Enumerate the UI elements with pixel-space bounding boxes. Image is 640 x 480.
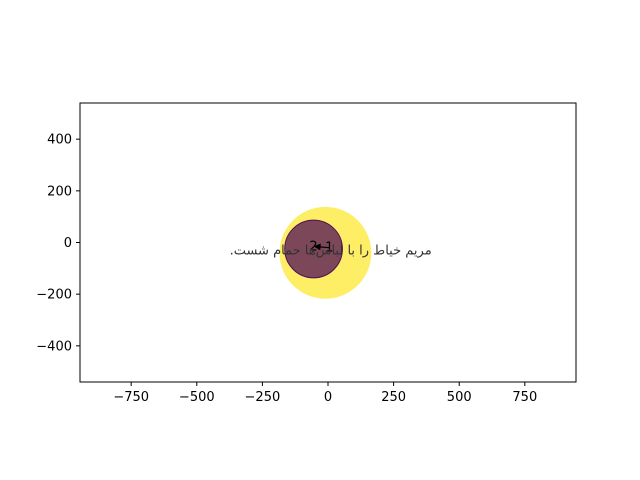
x-tick-label: 0: [324, 390, 332, 405]
y-axis: −400 −200 0 200 400: [36, 133, 80, 354]
node-label-1: 1: [325, 241, 333, 256]
x-tick-label: 750: [512, 390, 537, 405]
x-tick-label: 500: [447, 390, 472, 405]
y-tick-label: 400: [47, 133, 72, 148]
edge-arrowhead: [313, 243, 321, 251]
x-tick-label: −750: [113, 390, 149, 405]
annotation-text: مریم خیاط را با لباس‌ها حمام شست.: [230, 243, 432, 258]
y-tick-label: 0: [64, 236, 72, 251]
x-tick-label: −500: [179, 390, 215, 405]
x-tick-label: −250: [245, 390, 281, 405]
node-circle-2: [284, 219, 343, 279]
plot-frame: [79, 102, 577, 383]
node-label-2: 2: [309, 239, 317, 254]
y-tick-label: −400: [36, 339, 72, 354]
y-tick-label: 200: [47, 184, 72, 199]
x-tick-label: 250: [381, 390, 406, 405]
x-axis: −750 −500 −250 0 250 500 750: [113, 382, 537, 405]
y-tick-label: −200: [36, 288, 72, 303]
